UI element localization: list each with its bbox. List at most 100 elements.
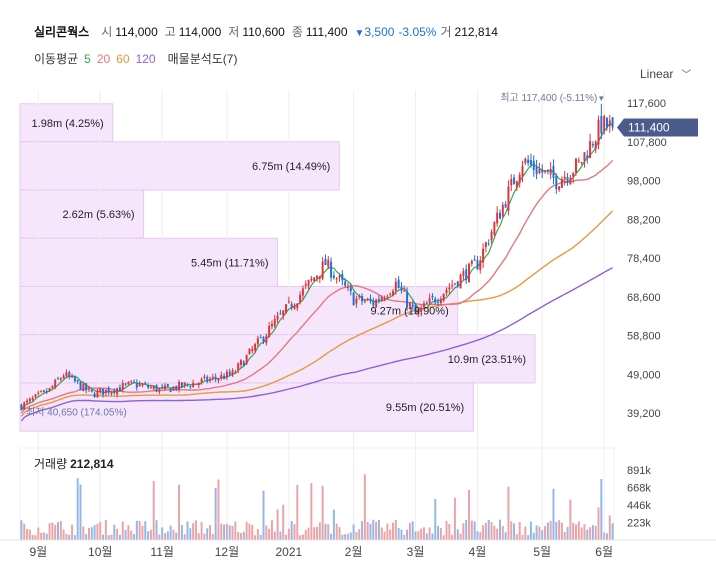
candle-body [575,158,577,173]
candle-body [133,381,135,383]
volume-bar [237,532,240,540]
candle-body [468,263,471,283]
candle-body [265,336,268,344]
volume-bar [324,523,327,540]
volume-bar [245,521,248,540]
candle-body [104,389,107,394]
candle-body [369,298,372,301]
candle-body [40,391,43,393]
volume-bar [189,528,192,540]
time-tick-label: 2021 [275,545,302,559]
volume-bar [116,528,119,540]
volume-bar [394,519,397,540]
candle-body [366,299,369,301]
volume-bar [346,533,349,540]
candle-body [600,116,603,134]
volume-bar [403,534,406,540]
volume-bar [107,535,110,540]
candle-body [51,386,54,388]
volume-bar [73,535,76,540]
volume-bar [240,533,242,540]
candle-body [605,118,608,128]
grid-layer [37,90,605,540]
candle-body [420,307,423,312]
volume-bar [192,523,195,540]
candle-body [524,158,527,164]
volume-bar [459,533,462,540]
scale-dropdown[interactable]: Linear ﹀ [640,66,691,82]
volume-bar [507,486,510,540]
candle-body [501,204,504,217]
candle-body [431,295,434,298]
candle-body [304,283,307,286]
volume-bars-layer: 891k 668k 446k 223k [19,447,651,541]
volume-bar [59,521,62,540]
candle-body [361,295,364,302]
volume-bar [48,523,51,540]
volume-bar [594,525,597,540]
candle-body [110,391,113,394]
volume-bar [332,509,335,540]
volume-bar [392,522,394,540]
volume-bar [96,523,99,540]
candle-body [79,381,82,390]
ma120-legend[interactable]: 120 [135,51,156,66]
candle-body [363,301,366,303]
volume-bar [20,520,23,540]
ma-label[interactable]: 이동평균 [34,52,79,66]
candles-layer [20,103,614,411]
candle-body [26,400,29,403]
candle-body [316,276,318,279]
candle-body [456,281,459,287]
candle-body [192,382,195,388]
volume-bar [349,532,352,540]
volume-bar [57,522,59,540]
volume-profile-legend[interactable]: 매물분석도(7) [167,52,238,66]
volume-tick-label: 446k [627,500,651,512]
volume-profile-label: 10.9m (23.51%) [448,354,526,366]
candle-body [147,385,150,388]
price-tick-label: 88,200 [627,214,661,226]
candle-body [338,276,341,278]
candle-body [549,168,552,175]
candle-body [299,294,302,302]
candle-body [324,258,327,266]
time-tick-label: 10월 [88,545,112,559]
volume-bar [163,533,166,540]
volume-bar [355,532,358,540]
price-tick-label: 107,800 [627,137,667,149]
volume-bar [127,525,130,540]
candle-body [282,310,285,316]
candle-body [301,288,304,296]
volume-bar [372,519,375,540]
ma5-legend[interactable]: 5 [84,51,91,66]
candle-body [141,384,144,386]
volume-bar [411,521,414,540]
candle-body [276,315,279,320]
candle-body [417,309,420,314]
candle-body [68,372,71,377]
volume-bar [358,529,361,540]
volume-bar [608,515,611,540]
volume-bar [183,534,186,540]
candle-body [465,269,468,280]
volume-bar [90,527,93,540]
volume-bar [54,524,57,540]
candle-body [310,278,313,281]
volume-bar [397,528,400,540]
candle-body [307,280,310,286]
volume-profile-band [19,237,278,287]
volume-profile-band [19,141,340,191]
candle-body [400,286,403,291]
ma60-legend[interactable]: 60 [116,51,130,66]
ma20-legend[interactable]: 20 [96,51,111,66]
candle-body [414,304,417,314]
volume-bar [482,525,485,540]
candle-body [321,261,324,279]
candle-body [566,177,569,182]
volume-bar [194,520,197,540]
candle-body [251,348,254,352]
extreme-markers: 최고 117,400 (-5.11%) ▼ 최저 40,650 (174.05%) [26,92,605,418]
candle-body [65,372,68,377]
